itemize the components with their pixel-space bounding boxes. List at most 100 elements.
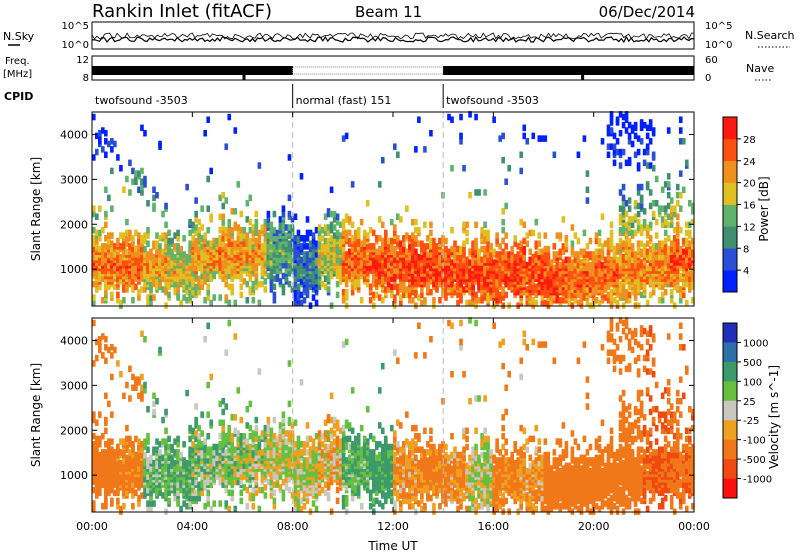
- power-cell: [583, 230, 587, 237]
- power-cell: [212, 294, 216, 301]
- nsearch-label: N.Search: [745, 29, 795, 42]
- cpid-segment-label: normal (fast) 151: [296, 94, 392, 107]
- power-cell: [664, 289, 668, 296]
- power-cell: [640, 184, 644, 191]
- power-cell: [258, 300, 262, 307]
- power-cell: [345, 133, 349, 140]
- power-cell: [417, 116, 421, 123]
- power-cell: [104, 211, 108, 218]
- power-cell: [649, 189, 653, 196]
- velocity-cell: [155, 398, 159, 405]
- ytick-label: 3000: [60, 173, 88, 186]
- velocity-cell: [140, 374, 144, 381]
- velocity-cell: [185, 390, 189, 397]
- power-cell: [423, 146, 427, 153]
- freq-band: [443, 66, 694, 75]
- velocity-cell: [152, 409, 156, 416]
- power-cell: [336, 292, 340, 299]
- power-cell: [246, 297, 250, 304]
- velocity-cell: [273, 490, 277, 497]
- power-cell: [531, 133, 535, 140]
- power-cell: [544, 232, 548, 239]
- power-cell: [531, 230, 535, 237]
- power-cell: [652, 211, 656, 218]
- power-cell: [679, 170, 683, 177]
- freq-hi: 12: [76, 55, 89, 66]
- power-cell: [110, 205, 114, 212]
- power-cell: [306, 216, 310, 223]
- power-cell: [104, 222, 108, 229]
- power-cell: [345, 289, 349, 296]
- power-cell: [537, 240, 541, 247]
- cpid-segment-label: twofsound -3503: [446, 94, 539, 107]
- velocity-cell: [128, 366, 132, 373]
- velocity-cell: [227, 320, 231, 327]
- power-cell: [559, 232, 563, 239]
- velocity-cell: [104, 428, 108, 435]
- power-cell: [110, 232, 114, 239]
- power-cell: [534, 300, 538, 307]
- power-cell: [393, 224, 397, 231]
- power-cell: [264, 286, 268, 293]
- power-cell: [164, 203, 168, 210]
- freq-unit: [MHz]: [3, 69, 32, 80]
- power-cell: [504, 292, 508, 299]
- power-cell: [676, 184, 680, 191]
- velocity-cell: [110, 438, 114, 445]
- power-cell: [610, 222, 614, 229]
- power-cell: [158, 141, 162, 148]
- power-cell: [221, 213, 225, 220]
- power-cell: [384, 230, 388, 237]
- power-cell: [128, 189, 132, 196]
- velocity-cell: [218, 500, 222, 507]
- power-cell: [417, 227, 421, 234]
- power-cell: [622, 184, 626, 191]
- freq-lo: 8: [83, 73, 89, 84]
- power-cell: [122, 297, 126, 304]
- velocity-cell: [92, 320, 96, 327]
- velocity-cell: [212, 500, 216, 507]
- freq-spike: [581, 66, 584, 80]
- power-cell: [474, 238, 478, 245]
- velocity-cell: [146, 406, 150, 413]
- power-cell: [104, 152, 108, 159]
- velocity-cell: [104, 417, 108, 424]
- velocity-cell: [143, 382, 147, 389]
- velocity-cell: [227, 425, 231, 432]
- velocity-cell: [107, 401, 111, 408]
- power-cell: [598, 230, 602, 237]
- velocity-cell: [98, 411, 102, 418]
- velocity-cell: [200, 430, 204, 437]
- velocity-cell: [104, 393, 108, 400]
- power-cell: [206, 227, 210, 234]
- power-cell: [288, 154, 292, 161]
- power-colorbar-swatch: [723, 117, 737, 139]
- power-cell: [586, 170, 590, 177]
- velocity-cell: [288, 360, 292, 367]
- power-cell: [631, 243, 635, 250]
- power-cell: [544, 135, 548, 142]
- power-cell: [92, 205, 96, 212]
- freq-label: Freq.: [5, 56, 30, 67]
- power-cell: [131, 297, 135, 304]
- freq-band: [92, 66, 293, 75]
- power-cell: [146, 227, 150, 234]
- power-cell: [357, 227, 361, 234]
- power-cell: [432, 297, 436, 304]
- velocity-cell: [206, 411, 210, 418]
- power-cell: [565, 235, 569, 242]
- power-cell: [128, 160, 132, 167]
- velocity-cell: [104, 358, 108, 365]
- velocity-cell: [282, 411, 286, 418]
- power-cell: [288, 195, 292, 202]
- power-cell: [676, 213, 680, 220]
- velocity-cell: [110, 374, 114, 381]
- velocity-cell: [267, 417, 271, 424]
- ytick-label: 4000: [60, 128, 88, 141]
- power-scale-label: Power [dB]: [757, 176, 771, 241]
- power-cell: [474, 114, 478, 121]
- power-cell: [586, 187, 590, 194]
- power-cell: [152, 294, 156, 301]
- ytick-label: 1000: [60, 263, 88, 276]
- nsearch-lo: 10^0: [705, 40, 732, 51]
